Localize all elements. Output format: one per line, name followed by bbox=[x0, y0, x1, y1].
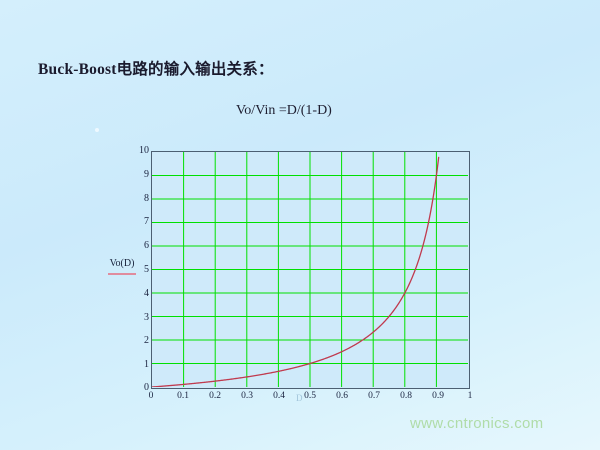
y-tick-label: 2 bbox=[144, 335, 149, 347]
chart-plot-area bbox=[151, 151, 470, 389]
chart-legend: Vo(D) bbox=[96, 258, 148, 275]
x-axis-title: D bbox=[296, 393, 303, 403]
x-tick-label: 0.6 bbox=[336, 391, 348, 401]
x-tick-label: 0.5 bbox=[304, 391, 316, 401]
x-tick-label: 1 bbox=[467, 391, 473, 401]
y-tick-label: 5 bbox=[144, 264, 149, 275]
page-title: Buck-Boost电路的输入输出关系： bbox=[38, 61, 274, 78]
chart-series-line bbox=[152, 156, 440, 387]
x-tick-label: 0.9 bbox=[432, 391, 444, 401]
y-tick-label: 6 bbox=[144, 240, 149, 252]
y-tick-label: 7 bbox=[144, 216, 149, 228]
x-tick-label: 0.7 bbox=[368, 391, 380, 401]
x-tick-label: 0 bbox=[148, 391, 154, 401]
x-tick-label: 0.4 bbox=[273, 391, 285, 401]
chart-svg bbox=[152, 152, 468, 387]
chart-gridlines bbox=[152, 152, 468, 387]
y-tick-label: 10 bbox=[139, 145, 149, 156]
stray-dot-marker bbox=[95, 128, 99, 132]
x-tick-label: 0.2 bbox=[209, 391, 221, 401]
legend-item-label: Vo(D) bbox=[109, 258, 135, 269]
y-tick-label: 1 bbox=[144, 359, 149, 371]
y-tick-label: 3 bbox=[144, 311, 149, 323]
x-tick-label: 0.8 bbox=[400, 391, 412, 401]
x-tick-label: 0.3 bbox=[241, 391, 253, 401]
watermark-text: www.cntronics.com bbox=[410, 415, 544, 432]
formula-text: Vo/Vin =D/(1-D) bbox=[236, 103, 332, 118]
legend-line-swatch bbox=[108, 273, 136, 275]
y-tick-label: 0 bbox=[144, 382, 149, 393]
y-tick-label: 4 bbox=[144, 287, 149, 299]
y-tick-label: 8 bbox=[144, 192, 149, 204]
x-tick-label: 0.1 bbox=[177, 391, 189, 401]
y-tick-label: 9 bbox=[144, 168, 149, 180]
